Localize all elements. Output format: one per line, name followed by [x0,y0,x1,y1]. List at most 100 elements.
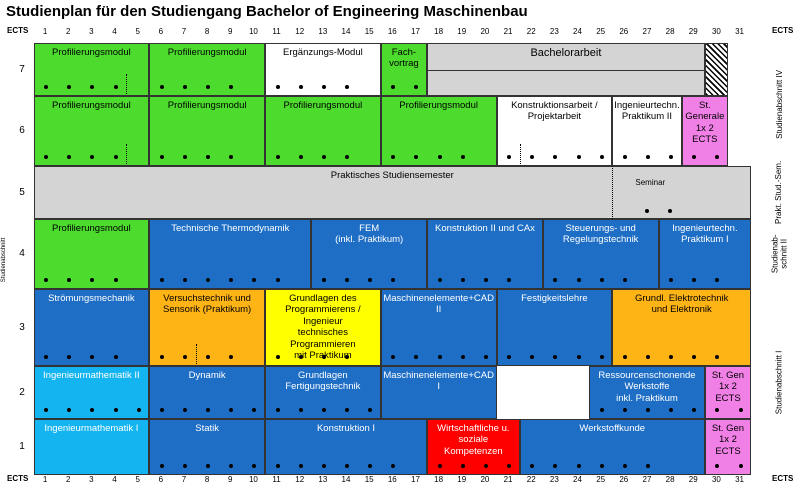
ects-dot [229,278,234,282]
ects-column-number: 9 [228,27,233,36]
module-block[interactable]: Maschinenelemente+CAD II [380,289,497,366]
module-block[interactable]: Konstruktion I [265,419,428,475]
module-label: Grundl. Elektrotechnik und Elektronik [634,293,729,316]
module-label: Werkstoffkunde [579,423,646,434]
ects-column-number: 25 [596,27,606,36]
module-block[interactable]: Fach- vortrag [380,43,428,96]
ects-dot [298,85,303,89]
module-block[interactable]: Steuerungs- und Regelungstechnik [542,219,659,289]
ects-column-number: 23 [549,27,559,36]
module-block[interactable]: Profilierungsmodul [33,96,150,166]
module-block[interactable]: Technische Thermodynamik [149,219,312,289]
ects-dot [229,355,234,359]
module-block[interactable]: Grundlagen Fertigungstechnik [265,366,381,419]
ects-column-number: 13 [318,27,328,36]
module-label: Statik [195,423,219,434]
module-block[interactable]: Profilierungsmodul [33,43,150,96]
module-block[interactable]: Statik [149,419,265,475]
semester-number: 2 [19,386,25,398]
module-block[interactable]: Konstruktionsarbeit / Projektarbeit [496,96,613,166]
semester-number: 3 [19,321,25,333]
ects-column-number: 29 [688,475,698,484]
module-block[interactable]: St. Generale 1x 2 ECTS [681,96,728,166]
ects-dots [35,85,149,91]
ects-dot [67,408,72,412]
ects-column-number: 5 [135,475,140,484]
module-block[interactable]: Ressourcenschonende Werkstoffe inkl. Pra… [589,366,705,419]
ects-dots [150,464,264,470]
module-block[interactable]: Profilierungsmodul [33,219,150,289]
ects-dots [498,355,612,361]
module-block[interactable]: Ingenieurtechn. Praktikum II [612,96,682,166]
hatched-block [704,43,728,96]
lane-label: Prakt. Stud.-Sem. [765,161,795,224]
ects-dots [312,278,426,284]
ects-dot [345,155,350,159]
ects-dot [159,278,164,282]
module-block[interactable]: Strömungsmechanik [33,289,150,366]
ects-dot [553,464,558,468]
ects-column-number: 19 [457,475,467,484]
module-block[interactable]: Profilierungsmodul [149,43,265,96]
module-block[interactable]: Bachelorarbeit [427,43,705,96]
module-block[interactable]: Grundlagen des Programmierens / Ingenieu… [265,289,381,366]
module-separator [126,74,128,94]
module-block[interactable]: St. Gen 1x 2 ECTS [704,419,752,475]
ects-dots [266,408,380,414]
ects-dots [498,155,612,161]
ects-dot [530,155,535,159]
module-separator [519,144,521,164]
ects-dot [437,464,442,468]
module-block[interactable]: Profilierungsmodul [265,96,381,166]
module-block[interactable]: Wirtschaftliche u. soziale Kompetenzen [427,419,520,475]
lane-label-text: Studienab- schnitt II [770,234,789,274]
ects-column-number: 18 [434,27,444,36]
module-block[interactable]: Ingenieurmathematik I [33,419,150,475]
module-block[interactable]: Ingenieurmathematik II [33,366,150,419]
ects-dot [391,355,396,359]
module-block[interactable]: Festigkeitslehre [496,289,613,366]
ects-dot [645,464,650,468]
module-block[interactable]: Versuchstechnik und Sensorik (Praktikum) [149,289,265,366]
ects-dot [669,155,674,159]
ects-column-number: 6 [158,475,164,484]
ects-dot [44,408,49,412]
module-block[interactable]: Praktisches Studiensemester [33,166,752,219]
ects-dot [414,355,419,359]
ects-column-number: 3 [89,27,94,36]
module-block[interactable]: Konstruktion II und CAx [427,219,543,289]
ects-column-number: 21 [503,27,513,36]
ects-dot [321,155,326,159]
lane-label-text: Studienabschnitt IV [774,70,784,139]
ects-dot [345,408,350,412]
module-block[interactable]: Ingenieurtechn. Praktikum I [658,219,752,289]
ects-column-number: 8 [204,27,210,36]
ects-dot [229,85,234,89]
module-block[interactable]: Grundl. Elektrotechnik und Elektronik [612,289,752,366]
ects-dots [706,408,750,414]
module-block[interactable]: Maschinenelemente+CAD I [380,366,497,419]
module-block[interactable]: Dynamik [149,366,265,419]
module-block[interactable]: St. Gen 1x 2 ECTS [704,366,752,419]
module-label: Ingenieurtechn. Praktikum I [672,223,738,246]
ects-dot [252,278,257,282]
module-block[interactable]: FEM (inkl. Praktikum) [311,219,428,289]
ects-dot [622,155,627,159]
ects-dot [414,85,419,89]
ects-dot [715,155,720,159]
module-block[interactable]: Profilierungsmodul [380,96,497,166]
ects-dots [428,278,542,284]
module-block[interactable]: Profilierungsmodul [149,96,265,166]
module-block[interactable]: Werkstoffkunde [519,419,705,475]
ects-dot [645,408,650,412]
ects-dot [553,278,558,282]
ects-dot [159,85,164,89]
ects-dot [182,464,187,468]
ects-column-number: 26 [619,475,629,484]
module-label: Konstruktion I [316,423,376,434]
module-block[interactable]: Ergänzungs-Modul [265,43,381,96]
ects-dot [715,278,720,282]
ects-column-number: 30 [711,27,721,36]
module-label: Profilierungsmodul [167,47,247,58]
ects-column-number: 2 [65,27,71,36]
